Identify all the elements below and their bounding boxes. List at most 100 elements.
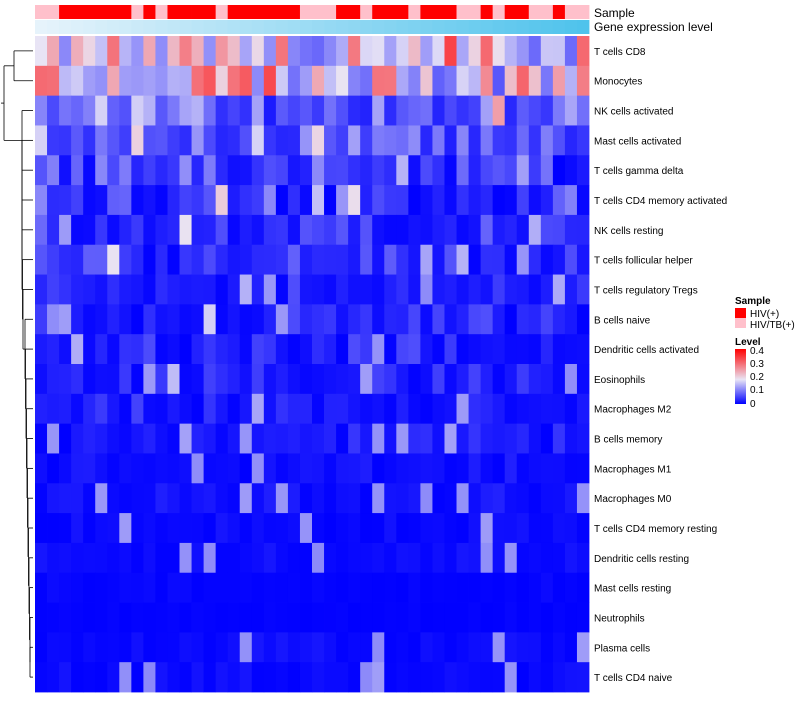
heatmap-cell [143, 274, 156, 305]
heatmap-cell [35, 572, 48, 603]
heatmap-cell [47, 602, 60, 633]
heatmap-cell [179, 65, 192, 97]
heatmap-cell [155, 95, 168, 126]
heatmap-cell [348, 36, 361, 67]
heatmap-cell [312, 155, 325, 186]
sample-cell [287, 5, 301, 19]
sample-cell [432, 5, 445, 19]
heatmap-cell [71, 36, 84, 67]
heatmap-cell [552, 423, 566, 454]
expression-cell [324, 20, 337, 34]
heatmap-cell [167, 36, 180, 67]
heatmap-cell [263, 36, 277, 67]
heatmap-cell [528, 155, 542, 186]
heatmap-cell [444, 125, 457, 156]
expression-cell [348, 20, 361, 34]
heatmap-cell [372, 483, 385, 514]
heatmap-cell [516, 572, 530, 603]
heatmap-cell [552, 125, 566, 156]
heatmap-cell [372, 364, 385, 395]
heatmap-cell [396, 36, 409, 67]
heatmap-cell [396, 274, 409, 305]
heatmap-cell [275, 423, 289, 454]
heatmap-cell [312, 36, 325, 67]
heatmap-cell [468, 453, 482, 484]
heatmap-cell [384, 364, 397, 395]
heatmap-cell [95, 662, 108, 693]
heatmap-cell [251, 542, 265, 574]
heatmap-cell [71, 662, 84, 693]
heatmap-cell [239, 185, 253, 216]
row-label: Mast cells activated [594, 136, 681, 147]
heatmap-cell [336, 632, 349, 663]
heatmap-cell [215, 185, 229, 216]
expression-cell [203, 20, 217, 34]
heatmap-cell [480, 214, 494, 246]
heatmap-cell [227, 423, 241, 454]
heatmap-cell [83, 155, 96, 186]
heatmap-cell [576, 185, 590, 216]
heatmap-cell [263, 393, 277, 425]
heatmap-cell [47, 572, 60, 603]
heatmap-cell [107, 572, 120, 603]
heatmap-cell [432, 393, 445, 425]
heatmap-cell [275, 542, 289, 574]
heatmap-cell [107, 244, 120, 275]
heatmap-cell [299, 244, 313, 275]
row-label: B cells memory [594, 435, 662, 446]
heatmap-cell [360, 602, 373, 633]
heatmap-cell [83, 393, 96, 425]
heatmap-cell [468, 393, 482, 425]
heatmap-cell [456, 155, 469, 186]
heatmap-cell [287, 453, 301, 484]
expression-annotation-track [35, 20, 590, 34]
heatmap-cell [504, 572, 518, 603]
heatmap-cell [396, 125, 409, 156]
heatmap-cell [203, 632, 217, 663]
heatmap-cell [287, 632, 301, 663]
heatmap-cell [239, 632, 253, 663]
heatmap-cell [83, 214, 96, 246]
heatmap-cell [504, 125, 518, 156]
heatmap-cell [167, 513, 180, 544]
heatmap-cell [47, 125, 60, 156]
heatmap-cell [227, 244, 241, 275]
heatmap-cell [324, 334, 337, 365]
heatmap-cell [131, 36, 144, 67]
heatmap-cell [299, 513, 313, 544]
heatmap-cell [576, 274, 590, 305]
sample-cell [83, 5, 96, 19]
row-label: T cells follicular helper [594, 256, 693, 267]
heatmap-cell [71, 185, 84, 216]
heatmap-cell [540, 602, 554, 633]
heatmap-cell [71, 513, 84, 544]
heatmap-cell [227, 304, 241, 335]
expression-cell [468, 20, 482, 34]
heatmap-cell [420, 214, 433, 246]
heatmap-cell [239, 244, 253, 275]
heatmap-cell [516, 36, 530, 67]
heatmap-cell [275, 572, 289, 603]
heatmap-cell [552, 274, 566, 305]
heatmap-cell [480, 155, 494, 186]
heatmap-cell [167, 274, 180, 305]
row-labels: T cells CD8 Monocytes NK cells activated Ma… [594, 47, 727, 684]
heatmap-cell [540, 125, 554, 156]
heatmap-cell [504, 274, 518, 305]
heatmap-cell [191, 185, 205, 216]
heatmap-cell [83, 572, 96, 603]
heatmap-cell [35, 632, 48, 663]
heatmap-cell [299, 36, 313, 67]
heatmap-cell [95, 364, 108, 395]
heatmap-cell [516, 542, 530, 574]
heatmap-cell [348, 65, 361, 97]
heatmap-cell [372, 453, 385, 484]
heatmap-cell [492, 632, 506, 663]
heatmap-cell [95, 274, 108, 305]
heatmap-cell [191, 125, 205, 156]
heatmap-cell [287, 662, 301, 693]
heatmap-cell [540, 334, 554, 365]
heatmap-cell [444, 364, 457, 395]
heatmap-cell [227, 513, 241, 544]
heatmap-cell [227, 632, 241, 663]
